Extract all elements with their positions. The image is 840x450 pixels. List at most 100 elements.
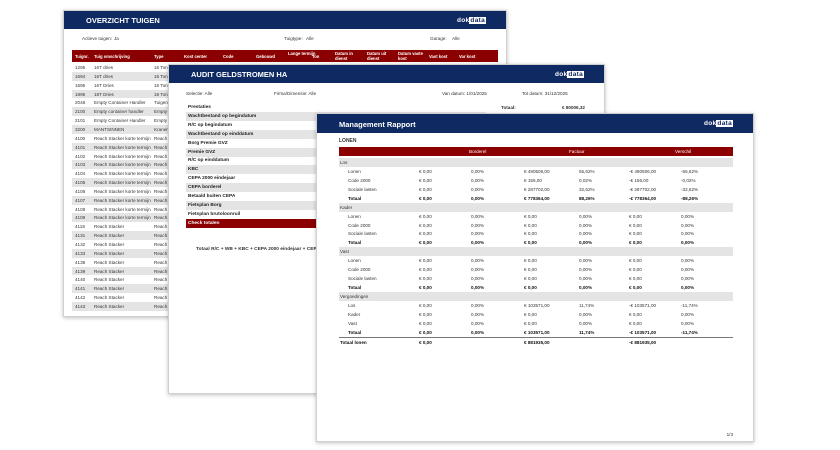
data-row: Lonen € 0,00 0,00% € 0,00 0,00% € 0,00 0,00% xyxy=(339,212,733,221)
table-row: 4142 Reach Stacker Reach xyxy=(72,293,498,302)
audit-row: Borg Premie GVZ xyxy=(186,139,486,148)
value-cell: -€ 881935,00 xyxy=(629,340,657,346)
row-label: KBC xyxy=(188,167,199,173)
type-cell: 16 Ton xyxy=(154,73,168,79)
tuignr-cell: 1694 xyxy=(75,73,86,79)
group-row: Vergoedingen xyxy=(339,291,733,301)
total-label: Totaal: xyxy=(501,105,516,110)
value-cell: -11,74% xyxy=(681,329,698,335)
value-cell: 0,00% xyxy=(471,267,485,273)
table-row: 2048 Empty Container Handler Tuigen xyxy=(72,98,498,107)
group-row: Los xyxy=(339,158,733,167)
tuignr-cell: 1295 xyxy=(75,65,86,70)
tuignr-cell: 4139 xyxy=(75,268,86,274)
value-cell: 0,02% xyxy=(579,177,593,183)
type-cell: Reach xyxy=(154,268,168,274)
type-cell: Empty xyxy=(154,109,168,115)
table-row: 4140 Reach Stacker Reach xyxy=(72,275,498,284)
value-cell: -€ 490506,00 xyxy=(629,169,657,174)
value-cell: 0,00% xyxy=(579,320,593,326)
value-cell: 88,26% xyxy=(579,195,595,201)
tuignr-cell: 1895 xyxy=(75,91,86,97)
value-cell: € 0,00 xyxy=(419,213,432,219)
column-borderel: Borderel xyxy=(469,149,487,154)
type-cell: 16 Ton xyxy=(154,65,168,70)
value-cell: -11,74% xyxy=(681,302,698,308)
table-row: 4118 Reach Stacker Reach xyxy=(72,222,498,231)
omschrijving-cell: Reach Stacker xyxy=(94,277,125,283)
management-rapport-report: Management Rapport dokdata LONEN Bordere… xyxy=(316,113,754,442)
row-label: Lonen xyxy=(348,213,361,219)
value-cell: € 0,00 xyxy=(524,240,537,246)
tuignr-cell: 4101 xyxy=(75,144,86,150)
data-row: Lonen € 0,00 0,00% € 490506,00 55,62% -€ 4905… xyxy=(339,167,733,176)
filter-label: Garage: xyxy=(430,36,447,41)
value-cell: 0,00% xyxy=(579,222,593,228)
omschrijving-cell: Reach Stacker korte termijn xyxy=(94,144,151,150)
tuignr-cell: 2101 xyxy=(75,118,86,124)
type-cell: Reach xyxy=(154,215,168,221)
row-label: Wachtbestand op einddatum xyxy=(188,131,254,137)
row-label: Borg Premie GVZ xyxy=(188,140,228,146)
value-cell: € 0,00 xyxy=(419,267,432,273)
row-label: Totaal xyxy=(348,284,362,290)
value-cell: 0,00% xyxy=(579,258,593,264)
table-row: 4106 Reach Stacker korte termijn Reach xyxy=(72,187,498,196)
row-label: Totaal xyxy=(348,240,362,246)
tuignr-cell: 4105 xyxy=(75,180,86,186)
value-cell: 0,00% xyxy=(681,284,695,290)
value-cell: -€ 156,00 xyxy=(629,177,649,183)
value-cell: 55,62% xyxy=(579,169,595,174)
total-value: € 80006,32 xyxy=(562,105,585,110)
value-cell: € 287702,00 xyxy=(524,186,550,192)
omschrijving-cell: Reach Stacker korte termijn xyxy=(94,162,151,168)
tuignr-cell: 4118 xyxy=(75,224,85,230)
table-row: 4108 Reach Stacker korte termijn Reach xyxy=(72,205,498,214)
omschrijving-cell: Reach Stacker korte termijn xyxy=(94,171,151,177)
tuignr-cell: 4131 xyxy=(75,233,86,239)
value-cell: € 0,00 xyxy=(524,311,537,317)
filter-label: Actieve tuigen: xyxy=(82,36,113,41)
column-header: Kost center xyxy=(184,53,208,59)
value-cell: 0,00% xyxy=(681,311,695,317)
tuignr-cell: 4142 xyxy=(75,295,86,301)
report-title: AUDIT GELDSTROMEN HA xyxy=(191,70,288,79)
column-header: Datum vaste kost xyxy=(398,51,423,61)
row-label: Code 2000 xyxy=(348,222,371,228)
omschrijving-cell: Reach Stacker xyxy=(94,233,125,239)
row-label: Kader xyxy=(348,311,361,317)
row-label: Totaal xyxy=(348,329,362,335)
value-cell: € 0,00 xyxy=(419,320,432,326)
row-label: Fietsplan Borg xyxy=(188,202,222,208)
column-factuur: Factuur xyxy=(569,149,585,154)
type-cell: Reach xyxy=(154,206,168,212)
omschrijving-cell: Reach Stacker xyxy=(94,224,125,230)
value-cell: € 0,00 xyxy=(524,276,537,281)
column-header: Vast kost xyxy=(429,53,448,59)
value-cell: € 0,00 xyxy=(629,311,642,317)
tuignr-cell: 4109 xyxy=(75,215,86,221)
value-cell: 11,74% xyxy=(579,302,595,308)
data-row: Sociale lasten € 0,00 0,00% € 0,00 0,00% € 0,… xyxy=(339,229,733,238)
type-cell: Reach xyxy=(154,250,168,256)
value-cell: 0,00% xyxy=(471,195,485,201)
tuignr-cell: 3200 xyxy=(75,126,86,132)
omschrijving-cell: Empty Container Handler xyxy=(94,100,146,106)
value-cell: € 103571,00 xyxy=(524,302,550,308)
value-cell: -55,62% xyxy=(681,169,699,174)
group-label: Los xyxy=(340,160,348,165)
value-cell: € 0,00 xyxy=(419,311,432,317)
table-row: 1695 16T Dries 16 Ton xyxy=(72,81,498,90)
column-header: Type xyxy=(154,53,164,59)
filter-text: Selectie: Alle xyxy=(186,91,213,96)
value-cell: -€ 103571,00 xyxy=(629,329,657,335)
data-row: Vast € 0,00 0,00% € 0,00 0,00% € 0,00 0,00% xyxy=(339,319,733,328)
filter-label: Tuigtype: xyxy=(284,36,303,41)
table-header: Borderel Factuur Verschil xyxy=(339,147,733,156)
report-title: Management Rapport xyxy=(339,120,416,129)
column-header: Tuignr. xyxy=(75,53,89,59)
value-cell: 0,00% xyxy=(579,284,593,290)
value-cell: € 0,00 xyxy=(629,213,642,219)
value-cell: € 0,00 xyxy=(524,284,537,290)
table-row: 4104 Reach Stacker korte termijn Reach xyxy=(72,169,498,178)
